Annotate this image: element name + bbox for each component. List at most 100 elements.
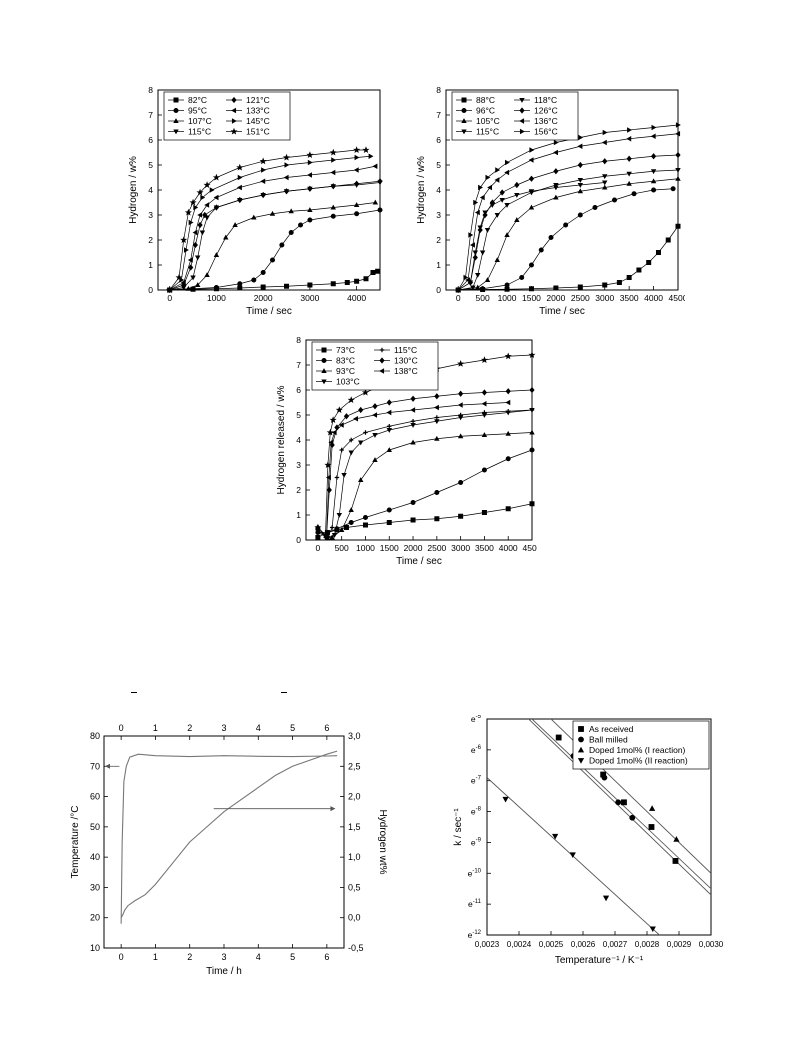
data-point (481, 510, 487, 516)
y2-tick-label: 1,0 (348, 852, 361, 862)
y-axis-label: Temperature /°C (70, 806, 81, 879)
legend-marker (321, 379, 327, 385)
data-point (386, 399, 392, 406)
series-line (458, 226, 679, 291)
y-tick-label: 60 (90, 792, 100, 802)
data-point (470, 285, 476, 291)
series (455, 131, 681, 293)
x-tick-label: 4000 (347, 293, 366, 303)
series (455, 223, 681, 293)
x-tick-label: 0 (119, 952, 124, 962)
data-point (315, 535, 321, 541)
data-point (675, 151, 681, 159)
x-tick-label: 0 (316, 543, 321, 553)
data-point (548, 235, 554, 241)
series-line (458, 154, 679, 291)
data-point (330, 213, 336, 219)
series-line (458, 178, 679, 291)
x-tick-label: 0 (456, 293, 461, 303)
data-point (649, 805, 656, 811)
data-point (353, 416, 359, 422)
data-point (270, 257, 276, 263)
y-tick-label: 0 (148, 285, 153, 295)
data-point (675, 167, 681, 173)
data-point (626, 180, 632, 186)
y2-axis-label: Hydrogen wt% (377, 809, 388, 874)
legend-label: 126°C (534, 106, 558, 116)
data-point (326, 474, 331, 481)
data-point (651, 187, 657, 193)
data-point (458, 412, 463, 418)
legend-label: Doped 1mol% (I reaction) (589, 745, 686, 755)
x-axis-label: Time / sec (539, 306, 585, 317)
legend-label: 107°C (188, 116, 212, 126)
x-tick-label: 1000 (498, 293, 517, 303)
data-point (528, 157, 534, 163)
data-point (410, 419, 416, 424)
data-point (528, 175, 535, 182)
y-tick-label: e-11 (468, 899, 482, 909)
data-point (505, 399, 511, 406)
data-point (180, 279, 186, 286)
data-point (577, 143, 583, 149)
y-axis-label: k / sec⁻¹ (453, 808, 464, 846)
data-point (489, 199, 495, 206)
data-point (434, 415, 440, 420)
data-point (481, 389, 488, 396)
data-point (261, 167, 266, 173)
data-point (553, 182, 559, 188)
data-point (410, 517, 416, 523)
data-point (237, 281, 243, 287)
data-point (329, 148, 337, 156)
data-point (626, 155, 632, 162)
data-point (478, 184, 484, 191)
data-point (386, 507, 392, 513)
series (315, 407, 535, 541)
legend-marker (578, 726, 584, 732)
data-point (236, 184, 242, 191)
legend-marker (173, 107, 179, 113)
data-point (307, 172, 312, 178)
legend-label: 156°C (534, 127, 558, 137)
data-point (344, 280, 350, 286)
data-point (655, 250, 661, 256)
data-point (569, 852, 576, 858)
legend-label: 130°C (394, 356, 418, 366)
data-point (358, 477, 364, 483)
y-tick-label: 4 (148, 185, 153, 195)
data-point (602, 158, 608, 165)
legend-label: Doped 1mol% (II reaction) (589, 756, 688, 766)
top-x-tick-label: 3 (221, 723, 226, 733)
y-tick-label: 50 (90, 822, 100, 832)
y2-tick-label: 0,0 (348, 913, 361, 923)
data-point (673, 836, 680, 842)
series-line (120, 750, 338, 918)
y-tick-label: 2 (148, 235, 153, 245)
y2-tick-label: 2,0 (348, 792, 361, 802)
legend-label: 121°C (246, 95, 270, 105)
data-point (457, 402, 463, 408)
series (502, 796, 656, 933)
legend-marker (577, 746, 585, 753)
plot-frame (486, 718, 712, 936)
data-point (410, 395, 416, 402)
data-point (519, 275, 525, 281)
y-tick-exponent: -9 (476, 837, 482, 843)
y-tick-exponent: -8 (476, 807, 482, 813)
data-point (457, 360, 465, 367)
data-point (553, 285, 559, 291)
x-tick-label: 0,0024 (507, 940, 532, 949)
legend-marker (461, 129, 467, 135)
x-tick-label: 0,0025 (539, 940, 564, 949)
x-tick-label: 2500 (427, 543, 446, 553)
data-point (288, 230, 294, 236)
data-point (307, 282, 313, 288)
data-point (196, 188, 204, 196)
data-point (577, 182, 584, 188)
data-point (602, 184, 608, 190)
data-point (204, 202, 210, 208)
data-point (189, 198, 197, 206)
data-point (372, 403, 378, 410)
y-tick-label: 7 (148, 110, 153, 120)
